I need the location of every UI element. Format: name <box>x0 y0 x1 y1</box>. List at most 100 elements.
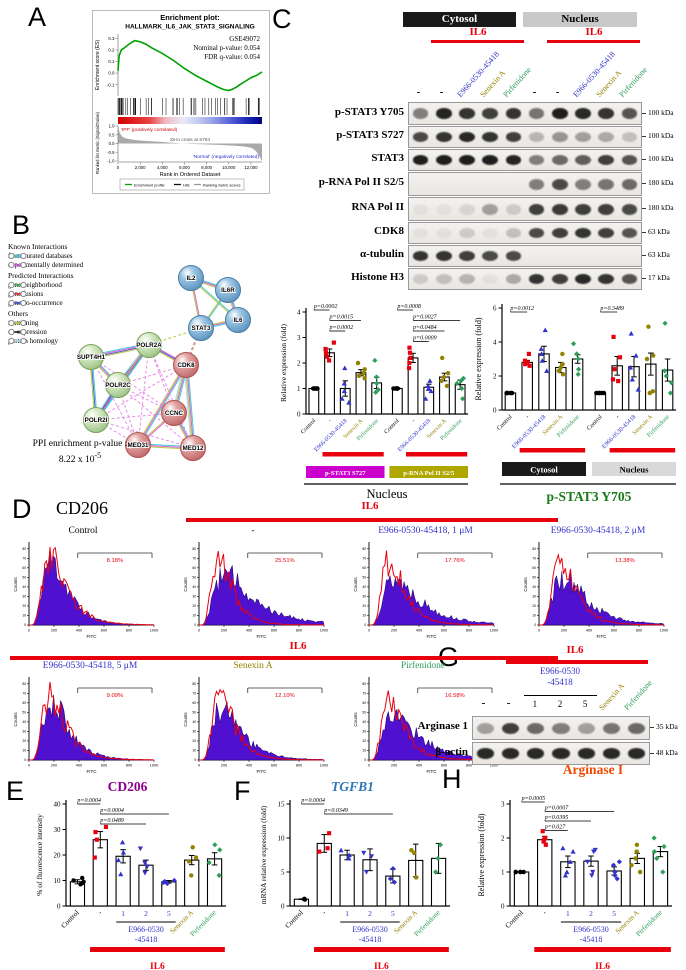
label: 40 <box>22 585 26 589</box>
network-node-label: CCNC <box>165 410 184 417</box>
protein-band <box>459 251 475 261</box>
label: 60 <box>192 701 196 705</box>
kda-label: 100 kDa <box>648 154 674 163</box>
dose-group-line <box>524 695 597 697</box>
label: 30 <box>532 595 536 599</box>
data-point <box>361 370 366 376</box>
label: 0 <box>198 629 200 633</box>
network-node-label: MED12 <box>183 445 204 452</box>
panel-label-a: A <box>28 2 47 32</box>
data-point <box>341 388 347 394</box>
data-point <box>92 855 97 860</box>
label: 20 <box>532 604 536 608</box>
metric-axis-label: Ranked list metric (Signal2Noise) <box>95 111 100 174</box>
protein-band <box>505 228 522 238</box>
label: 800 <box>126 629 132 633</box>
protein-band <box>412 228 429 238</box>
blot-row-label: STAT3 <box>371 152 404 164</box>
network-node-label: POLR2A <box>136 342 162 349</box>
network-edge <box>137 344 150 446</box>
blot-row-label: p-RNA Pol II S2/5 <box>318 176 404 188</box>
legend-section-title: Predicted Interactions <box>8 271 74 280</box>
kda-tick <box>642 183 646 184</box>
label: 0 <box>368 629 370 633</box>
legend-item: experimentally determined <box>8 260 84 269</box>
kda-tick <box>650 727 654 728</box>
label: 600 <box>101 764 107 768</box>
label: 0.5 <box>109 132 115 137</box>
network-edge <box>90 356 139 446</box>
label: 30 <box>192 730 196 734</box>
label: 2,000 <box>135 165 146 170</box>
rank-gradient-bar <box>118 117 262 124</box>
protein-band <box>621 132 638 142</box>
legend-item: from curated databases <box>8 251 73 260</box>
lane-label-minus: - <box>532 86 537 98</box>
y-axis-label: Counts <box>353 712 358 727</box>
label: 1000 <box>320 764 328 768</box>
data-point <box>212 842 218 848</box>
label: 40 <box>532 585 536 589</box>
category-label: 2 <box>589 909 593 918</box>
label: 10 <box>192 614 196 618</box>
legend-item: Hits <box>183 183 190 187</box>
data-point <box>439 355 445 361</box>
pvalue-label: p=0.0012 <box>509 306 534 312</box>
lane-label-minus: - <box>555 86 560 98</box>
category-label: Control <box>495 413 514 432</box>
blot-row-label: Histone H3 <box>351 271 404 283</box>
label: 0 <box>24 623 26 627</box>
label: 0.0 <box>108 71 115 76</box>
il6-header-label-g: IL6 <box>566 644 584 656</box>
bar <box>536 839 553 907</box>
label: 40 <box>22 720 26 724</box>
flow-title-il6: - <box>251 526 255 536</box>
bar <box>161 881 177 907</box>
data-point <box>538 351 545 356</box>
label: 3 <box>501 800 505 808</box>
panel-label-h: H <box>442 764 462 794</box>
blot-strip <box>472 742 650 765</box>
arginase-bar-chart: IL6 E966-0530-45418 0 1 2 3 Relative expressio… <box>477 796 672 970</box>
label: 1 <box>297 385 301 393</box>
network-node <box>178 265 204 291</box>
protein-band <box>575 132 591 142</box>
data-point <box>323 350 329 355</box>
data-point <box>610 377 616 382</box>
gate-percentage: 17.76% <box>445 558 465 564</box>
lane-label-treatment: Pirfenidone <box>622 678 655 712</box>
data-point <box>408 355 413 360</box>
label: 200 <box>51 764 57 768</box>
protein-band <box>435 203 452 215</box>
kda-label: 100 kDa <box>648 107 674 117</box>
x-axis-label: FITC <box>87 634 98 639</box>
data-point <box>558 365 563 370</box>
data-point <box>543 842 548 847</box>
protein-band <box>435 251 452 261</box>
data-point <box>374 380 380 386</box>
protein-band <box>482 228 499 238</box>
edge-type-glyph <box>8 337 27 344</box>
protein-band <box>435 132 452 142</box>
protein-band <box>505 132 522 142</box>
label: -1.0 <box>107 159 115 164</box>
label: 12,000 <box>244 165 258 170</box>
group-box <box>306 466 385 478</box>
il6-treatment-bar-g <box>506 660 648 664</box>
bar <box>594 392 607 411</box>
protein-band <box>482 132 499 142</box>
protein-band <box>551 274 568 284</box>
protein-band <box>621 274 638 284</box>
label: 70 <box>22 556 26 560</box>
label: 4,000 <box>157 165 168 170</box>
label: 0.3 <box>108 36 115 41</box>
data-point <box>651 353 656 358</box>
fraction-header-nucleus: Nucleus <box>523 12 637 27</box>
data-point <box>616 859 622 865</box>
negatively-correlated-label: 'Normal' (negatively correlated) <box>193 154 259 160</box>
category-label: 5 <box>167 909 171 918</box>
kda-tick <box>642 278 646 279</box>
data-point <box>612 869 618 875</box>
network-node <box>161 400 187 426</box>
